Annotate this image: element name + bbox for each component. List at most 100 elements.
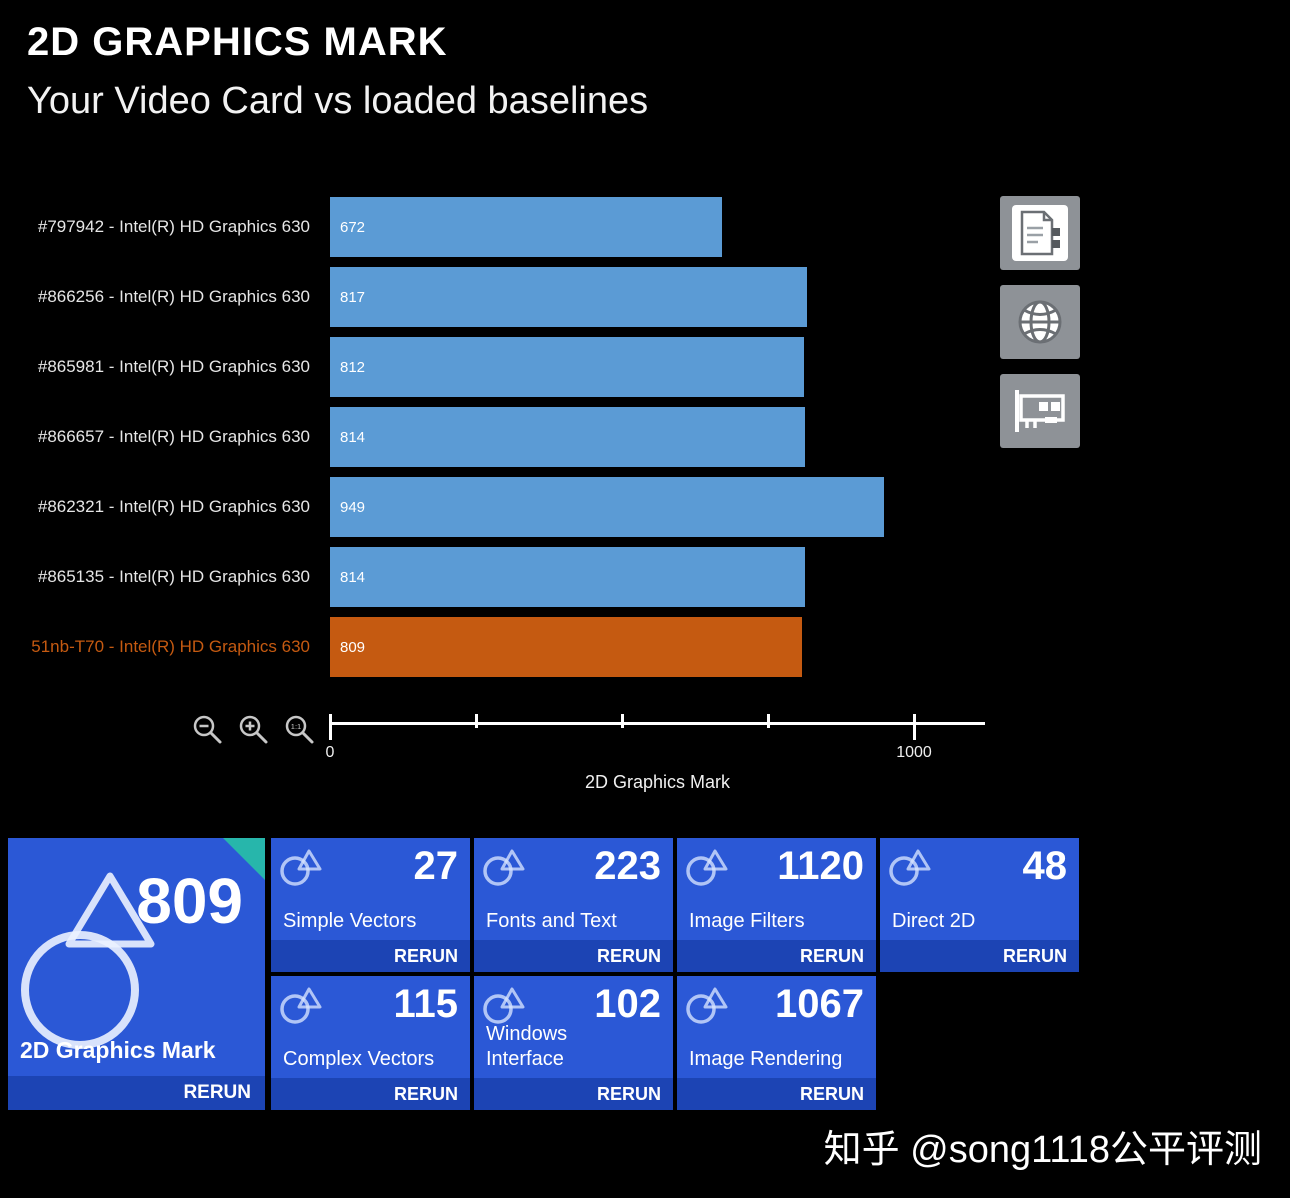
bar-value: 817 xyxy=(340,288,366,306)
x-axis-line xyxy=(330,722,985,725)
bar-value: 672 xyxy=(340,218,366,236)
vector-shapes-icon xyxy=(888,846,934,893)
x-axis-title: 2D Graphics Mark xyxy=(584,772,731,792)
bar-track: 814 xyxy=(330,547,1000,607)
bar[interactable]: 672 xyxy=(330,197,722,257)
bar-label: #866256 - Intel(R) HD Graphics 630 xyxy=(37,287,310,306)
bar-value: 949 xyxy=(340,498,366,516)
bar-value: 814 xyxy=(340,568,366,586)
axis-tick xyxy=(475,714,478,728)
rerun-button[interactable]: RERUN xyxy=(677,1078,876,1110)
main-score-tile[interactable]: 809 2D Graphics Mark RERUN xyxy=(8,838,265,1110)
axis-tick xyxy=(913,714,916,740)
web-icon[interactable] xyxy=(1000,285,1080,359)
bar-track: 817 xyxy=(330,267,1000,327)
bar[interactable]: 809 xyxy=(330,617,802,677)
axis-tick xyxy=(767,714,770,728)
tile-value: 1120 xyxy=(777,844,864,888)
report-icon[interactable] xyxy=(1000,196,1080,270)
result-tile-simple-vectors[interactable]: 27 Simple Vectors RERUN xyxy=(271,838,470,972)
tile-value: 102 xyxy=(594,982,661,1026)
chart-row: #797942 - Intel(R) HD Graphics 630 672 xyxy=(0,192,1000,262)
bar-value: 809 xyxy=(340,638,366,656)
result-tile-complex-vectors[interactable]: 115 Complex Vectors RERUN xyxy=(271,976,470,1110)
bar[interactable]: 817 xyxy=(330,267,807,327)
bar-track: 672 xyxy=(330,197,1000,257)
tile-value: 1067 xyxy=(775,982,864,1026)
tile-label: Image Rendering xyxy=(689,1048,843,1070)
bar[interactable]: 812 xyxy=(330,337,804,397)
chart-row: #865135 - Intel(R) HD Graphics 630 814 xyxy=(0,542,1000,612)
tile-label: Complex Vectors xyxy=(283,1048,435,1070)
svg-text:1:1: 1:1 xyxy=(291,722,301,731)
tile-value: 27 xyxy=(413,844,459,888)
bar[interactable]: 814 xyxy=(330,407,805,467)
vector-shapes-icon xyxy=(685,984,731,1031)
axis-tick-label: 1000 xyxy=(896,744,932,761)
tile-value: 115 xyxy=(393,982,458,1026)
x-axis: 0 1000 xyxy=(326,714,985,784)
selected-corner-fold xyxy=(223,838,265,880)
result-tile-fonts-and-text[interactable]: 223 Fonts and Text RERUN xyxy=(474,838,673,972)
tile-label: Simple Vectors xyxy=(283,910,417,932)
page-subtitle: Your Video Card vs loaded baselines xyxy=(27,80,649,122)
tile-label: Direct 2D xyxy=(892,910,976,932)
bar-label: #865981 - Intel(R) HD Graphics 630 xyxy=(37,357,310,376)
bar-track: 809 xyxy=(330,617,1000,677)
main-score-label: 2D Graphics Mark xyxy=(20,1037,216,1063)
result-tile-image-rendering[interactable]: 1067 Image Rendering RERUN xyxy=(677,976,876,1110)
baseline-bar-chart: #797942 - Intel(R) HD Graphics 630 672 #86… xyxy=(0,192,1000,682)
rerun-button[interactable]: RERUN xyxy=(677,940,876,972)
rerun-button[interactable]: RERUN xyxy=(474,940,673,972)
gpu-icon[interactable] xyxy=(1000,374,1080,448)
zoom-in-icon[interactable] xyxy=(236,712,270,746)
vector-shapes-icon xyxy=(482,984,528,1031)
axis-tick-label: 0 xyxy=(325,744,335,761)
bar-track: 949 xyxy=(330,477,1000,537)
zoom-out-icon[interactable] xyxy=(190,712,224,746)
bar[interactable]: 949 xyxy=(330,477,884,537)
rerun-button[interactable]: RERUN xyxy=(8,1076,265,1110)
tile-value: 48 xyxy=(1022,844,1068,888)
zoom-toolbar: 1:1 xyxy=(190,712,316,746)
bar-value: 812 xyxy=(340,358,366,376)
vector-shapes-icon xyxy=(279,984,325,1031)
side-button-column xyxy=(1000,196,1080,448)
vector-shapes-icon xyxy=(482,846,528,893)
chart-row: 51nb-T70 - Intel(R) HD Graphics 630 809 xyxy=(0,612,1000,682)
result-tile-image-filters[interactable]: 1120 Image Filters RERUN xyxy=(677,838,876,972)
axis-tick xyxy=(329,714,332,740)
rerun-button[interactable]: RERUN xyxy=(474,1078,673,1110)
bar-label: 51nb-T70 - Intel(R) HD Graphics 630 xyxy=(31,637,310,656)
chart-row: #866657 - Intel(R) HD Graphics 630 814 xyxy=(0,402,1000,472)
subtest-tile-grid: 27 Simple Vectors RERUN 223 Fonts and Text RE… xyxy=(271,838,1079,1110)
bar[interactable]: 814 xyxy=(330,547,805,607)
chart-row: #862321 - Intel(R) HD Graphics 630 949 xyxy=(0,472,1000,542)
bar-label: #865135 - Intel(R) HD Graphics 630 xyxy=(37,567,310,586)
graphics-mark-icon xyxy=(10,856,180,1061)
rerun-button[interactable]: RERUN xyxy=(271,1078,470,1110)
tile-label: Windows Interface xyxy=(486,1023,568,1070)
bar-label: #862321 - Intel(R) HD Graphics 630 xyxy=(37,497,310,516)
watermark-text: 知乎 @song1118公平评测 xyxy=(823,1129,1262,1171)
rerun-button[interactable]: RERUN xyxy=(271,940,470,972)
vector-shapes-icon xyxy=(685,846,731,893)
result-tile-direct-2d[interactable]: 48 Direct 2D RERUN xyxy=(880,838,1079,972)
bar-label: #866657 - Intel(R) HD Graphics 630 xyxy=(37,427,310,446)
tile-label: Image Filters xyxy=(689,910,805,932)
bar-value: 814 xyxy=(340,428,366,446)
bar-track: 814 xyxy=(330,407,1000,467)
rerun-button[interactable]: RERUN xyxy=(880,940,1079,972)
vector-shapes-icon xyxy=(279,846,325,893)
zoom-actual-size-icon[interactable]: 1:1 xyxy=(282,712,316,746)
tile-value: 223 xyxy=(594,844,661,888)
chart-row: #866256 - Intel(R) HD Graphics 630 817 xyxy=(0,262,1000,332)
result-tile-windows-interface[interactable]: 102 Windows Interface RERUN xyxy=(474,976,673,1110)
axis-tick xyxy=(621,714,624,728)
main-score-value: 809 xyxy=(136,865,243,937)
bar-track: 812 xyxy=(330,337,1000,397)
page-title: 2D GRAPHICS MARK xyxy=(27,20,448,64)
chart-row: #865981 - Intel(R) HD Graphics 630 812 xyxy=(0,332,1000,402)
bar-label: #797942 - Intel(R) HD Graphics 630 xyxy=(37,217,310,236)
summary-panel: 809 2D Graphics Mark RERUN 27 Simple Vect… xyxy=(8,838,1079,1110)
